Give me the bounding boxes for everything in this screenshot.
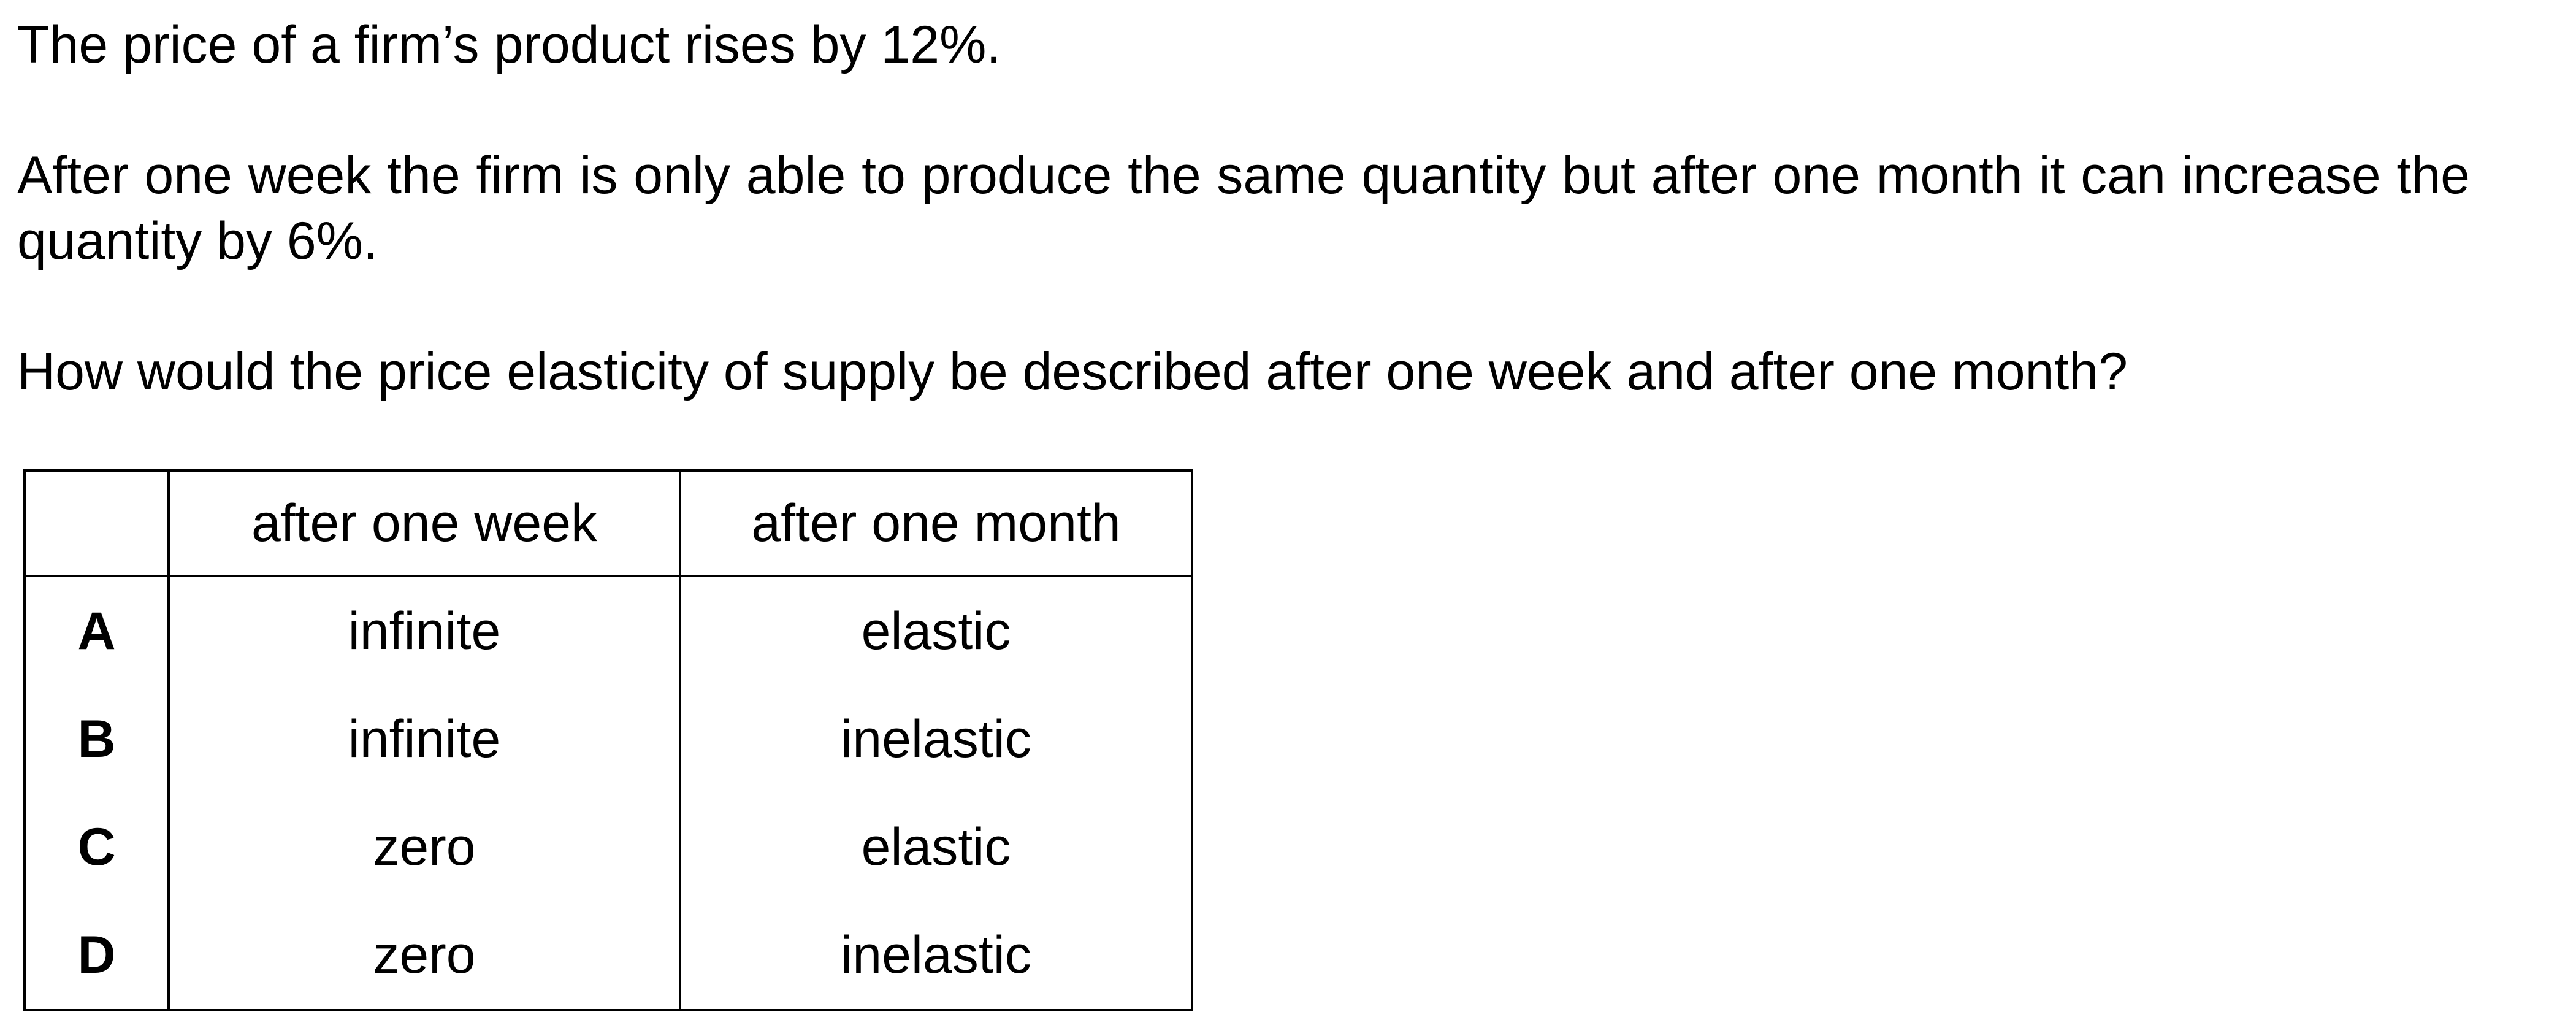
option-month-value: inelastic (679, 901, 1193, 1011)
header-blank-cell (23, 469, 170, 577)
option-week-value: zero (167, 793, 681, 901)
table-header-row: after one week after one month (23, 469, 1193, 577)
answer-options-table: after one week after one month A infinit… (23, 469, 1193, 1011)
option-week-value: infinite (167, 685, 681, 793)
header-after-one-week: after one week (167, 469, 681, 577)
option-row-c[interactable]: C zero elastic (23, 793, 1193, 901)
option-month-value: elastic (679, 793, 1193, 901)
option-letter[interactable]: B (23, 685, 170, 793)
option-row-b[interactable]: B infinite inelastic (23, 685, 1193, 793)
question-context: After one week the firm is only able to … (17, 146, 2470, 271)
question-prompt: How would the price elasticity of supply… (17, 342, 2128, 401)
question-statement: The price of a firm’s product rises by 1… (17, 15, 1001, 74)
option-week-value: zero (167, 901, 681, 1011)
option-week-value: infinite (167, 576, 681, 685)
option-month-value: elastic (679, 576, 1193, 685)
option-letter[interactable]: A (23, 576, 170, 685)
option-row-d[interactable]: D zero inelastic (23, 901, 1193, 1011)
option-row-a[interactable]: A infinite elastic (23, 576, 1193, 685)
option-letter[interactable]: C (23, 793, 170, 901)
option-letter[interactable]: D (23, 901, 170, 1011)
option-month-value: inelastic (679, 685, 1193, 793)
header-after-one-month: after one month (679, 469, 1193, 577)
